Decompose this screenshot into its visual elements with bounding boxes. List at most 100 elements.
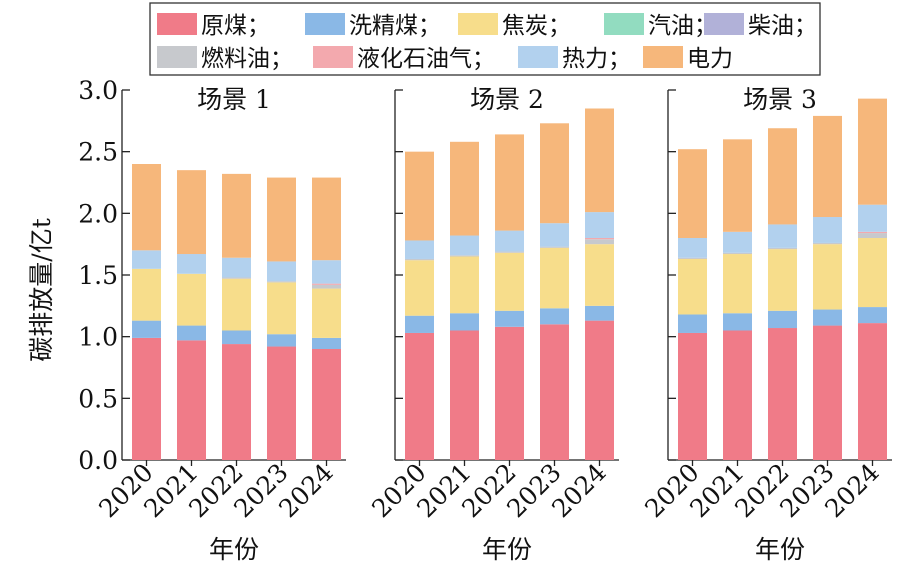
bar-segment (813, 325, 842, 460)
bar-segment (540, 246, 569, 248)
bar-segment (495, 310, 524, 327)
y-axis-title: 碳排放量/亿t (27, 218, 56, 361)
bar-segment (495, 252, 524, 311)
bar-segment (495, 251, 524, 253)
legend-label: 焦炭； (502, 13, 571, 39)
bar-segment (132, 164, 161, 251)
y-tick-label: 1.5 (78, 261, 118, 290)
legend-swatch (157, 46, 197, 68)
legend-swatch (305, 13, 345, 35)
legend-swatch (643, 46, 683, 68)
bar-segment (678, 238, 707, 258)
bar-segment (450, 256, 479, 314)
bar-segment (312, 288, 341, 338)
bar-segment (540, 308, 569, 325)
bar-segment (768, 310, 797, 329)
bar-segment (585, 212, 614, 238)
bar-segment (495, 326, 524, 460)
bar-segment (450, 255, 479, 257)
bar-segment (768, 247, 797, 250)
bar-segment (312, 283, 341, 285)
bar-segment (177, 340, 206, 460)
bar-segment (450, 313, 479, 331)
x-axis-title: 年份 (755, 535, 805, 564)
bar-segment (723, 254, 752, 314)
bar-segment (405, 315, 434, 333)
y-tick-label: 1.0 (78, 323, 118, 352)
bar-segment (678, 258, 707, 315)
bar-segment (723, 231, 752, 253)
bar-segment (177, 254, 206, 274)
y-tick-label: 0.5 (78, 384, 118, 413)
bar-segment (312, 260, 341, 284)
x-tick-label: 2024 (273, 458, 338, 523)
legend-swatch (704, 13, 744, 35)
bar-segment (222, 277, 251, 279)
legend-swatch (458, 13, 498, 35)
bar-segment (132, 250, 161, 269)
legend-swatch (604, 13, 644, 35)
x-tick-label: 2024 (819, 458, 884, 523)
bar-segment (267, 282, 296, 335)
bar-segment (312, 177, 341, 261)
bar-segment (405, 258, 434, 261)
bar-segment (540, 247, 569, 309)
bar-segment (450, 141, 479, 236)
bar-segment (858, 307, 887, 324)
legend-label: 柴油； (748, 13, 817, 39)
bar-segment (768, 249, 797, 311)
bar-segment (723, 330, 752, 460)
bar-segment (858, 231, 887, 234)
bar-segment (585, 244, 614, 306)
bar-segment (585, 320, 614, 460)
bar-segment (177, 273, 206, 326)
bar-segment (858, 233, 887, 238)
y-tick-label: 3.0 (78, 76, 118, 105)
legend-label: 燃料油； (201, 46, 293, 72)
bar-segment (723, 139, 752, 232)
bar-segment (813, 217, 842, 243)
bar-segment (813, 244, 842, 310)
y-tick-label: 2.0 (78, 199, 118, 228)
bar-segment (267, 281, 296, 283)
bar-segment (405, 260, 434, 316)
bar-segment (585, 108, 614, 213)
bar-segment (540, 123, 569, 224)
bar-segment (540, 324, 569, 460)
bar-segment (585, 238, 614, 240)
legend-label: 洗精煤； (349, 13, 441, 39)
bar-segment (858, 323, 887, 460)
bar-segment (450, 330, 479, 460)
bar-segment (312, 284, 341, 289)
legend-label: 液化石油气； (357, 46, 495, 72)
bar-segment (132, 337, 161, 460)
y-tick-label: 0.0 (78, 446, 118, 475)
bar-segment (222, 173, 251, 258)
legend: 原煤； 洗精煤； 焦炭； 汽油； 柴油；燃料油； 液化石油气； 热力； 电力 (149, 2, 821, 76)
bar-segment (405, 332, 434, 460)
bar-segment (858, 238, 887, 308)
bar-segment (858, 98, 887, 205)
bar-segment (312, 349, 341, 460)
legend-swatch (157, 13, 197, 35)
bar-segment (222, 330, 251, 345)
legend-swatch (518, 46, 558, 68)
bar-segment (495, 134, 524, 231)
bar-segment (405, 151, 434, 241)
bar-segment (768, 128, 797, 225)
bar-segment (222, 344, 251, 460)
bar-segment (267, 346, 296, 460)
bar-segment (312, 337, 341, 349)
chart-panels: 0.00.51.01.52.02.53.0 场景 1202020212022202… (78, 76, 892, 564)
bar-segment (132, 320, 161, 338)
bar-segment (813, 115, 842, 218)
bar-segment (678, 257, 707, 259)
y-tick-label: 2.5 (78, 138, 118, 167)
bar-segment (678, 314, 707, 333)
legend-label: 原煤； (201, 13, 270, 39)
legend-box (149, 2, 821, 76)
x-axis-title: 年份 (482, 535, 532, 564)
